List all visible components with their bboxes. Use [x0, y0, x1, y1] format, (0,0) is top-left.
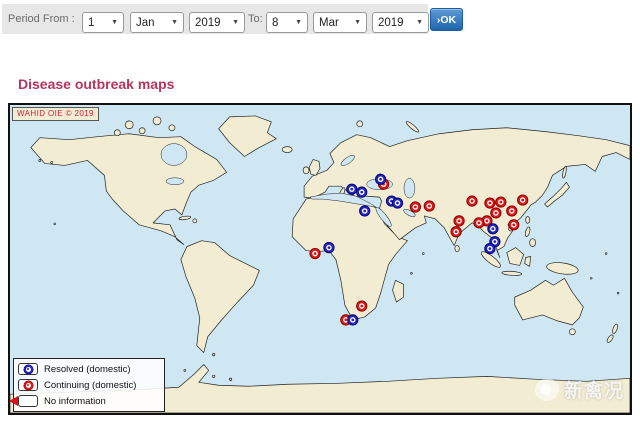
legend-label: Resolved (domestic): [44, 363, 131, 375]
legend-item-resolved: Resolved (domestic): [18, 362, 160, 376]
legend-swatch-none-icon: [18, 395, 38, 407]
outbreak-marker-continuing[interactable]: [506, 205, 518, 217]
outbreak-marker-resolved[interactable]: [346, 183, 358, 195]
ok-button[interactable]: ›OK: [430, 8, 463, 31]
outbreak-marker-resolved[interactable]: [359, 205, 371, 217]
outbreak-marker-resolved[interactable]: [487, 223, 499, 235]
outbreak-marker-resolved[interactable]: [356, 186, 368, 198]
legend-item-continuing: Continuing (domestic): [18, 378, 160, 392]
outbreak-marker-continuing[interactable]: [409, 201, 421, 213]
outbreak-marker-continuing[interactable]: [356, 300, 368, 312]
outbreak-marker-continuing[interactable]: [517, 194, 529, 206]
outbreak-marker-continuing[interactable]: [484, 197, 496, 209]
chevron-down-icon: ▼: [416, 19, 423, 26]
outbreak-marker-resolved[interactable]: [323, 242, 335, 254]
outbreak-marker-continuing[interactable]: [466, 195, 478, 207]
map-legend: Resolved (domestic) Continuing (domestic)…: [13, 358, 165, 412]
period-to-label: To:: [248, 13, 263, 25]
map-copyright: WAHID OIE © 2019: [12, 107, 99, 121]
month-from-select[interactable]: Jan ▼: [130, 12, 184, 33]
legend-label: Continuing (domestic): [44, 379, 137, 391]
legend-label: No information: [44, 395, 106, 407]
period-from-label: Period From :: [8, 13, 75, 25]
outbreak-marker-continuing[interactable]: [423, 200, 435, 212]
year-from-select[interactable]: 2019 ▼: [189, 12, 245, 33]
period-toolbar: Period From : 1 ▼ Jan ▼ 2019 ▼ To: 8 ▼ M…: [2, 4, 429, 34]
outbreak-marker-continuing[interactable]: [495, 196, 507, 208]
legend-swatch-resolved-icon: [18, 363, 38, 375]
legend-swatch-continuing-icon: [18, 379, 38, 391]
outbreak-marker-resolved[interactable]: [391, 197, 404, 209]
outbreak-marker-continuing[interactable]: [508, 219, 520, 231]
chevron-down-icon: ▼: [171, 19, 178, 26]
outbreak-marker-continuing[interactable]: [490, 207, 502, 219]
page-title: Disease outbreak maps: [18, 76, 175, 92]
pan-left-arrow-icon[interactable]: [9, 396, 18, 406]
outbreak-marker-continuing[interactable]: [309, 247, 321, 260]
outbreak-marker-continuing[interactable]: [450, 226, 462, 238]
outbreak-marker-continuing[interactable]: [473, 217, 485, 229]
month-to-select[interactable]: Mar ▼: [313, 12, 367, 33]
landmasses: [10, 115, 630, 413]
outbreak-marker-resolved[interactable]: [347, 314, 359, 326]
day-from-select[interactable]: 1 ▼: [82, 12, 124, 33]
outbreak-marker-resolved[interactable]: [484, 243, 496, 255]
year-to-select[interactable]: 2019 ▼: [372, 12, 429, 33]
outbreak-marker-resolved[interactable]: [374, 173, 387, 185]
chevron-down-icon: ▼: [111, 19, 118, 26]
outbreak-map[interactable]: WAHID OIE © 2019 Resolved (domestic) Cont…: [8, 103, 632, 415]
day-to-select[interactable]: 8 ▼: [266, 12, 308, 33]
chevron-down-icon: ▼: [295, 19, 302, 26]
chevron-down-icon: ▼: [232, 19, 239, 26]
outbreak-marker-continuing[interactable]: [453, 215, 465, 227]
legend-item-none: No information: [18, 394, 160, 408]
outbreak-markers: [309, 173, 529, 326]
chevron-down-icon: ▼: [354, 19, 361, 26]
